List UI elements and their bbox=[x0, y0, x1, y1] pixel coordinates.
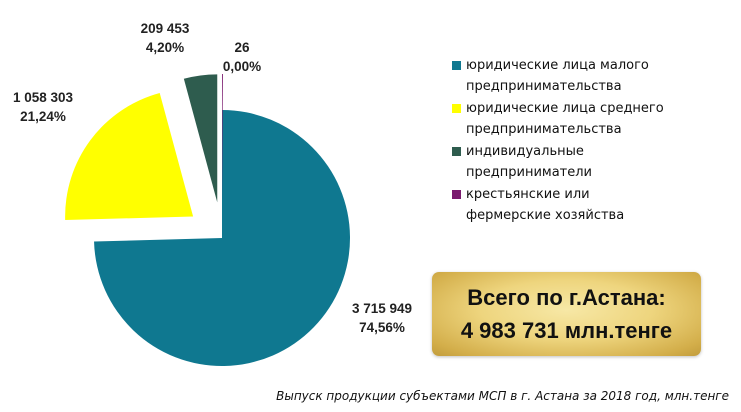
slice-percent-label: 74,56% bbox=[359, 320, 405, 335]
slice-small-business bbox=[94, 110, 351, 366]
slice-value-label: 3 715 949 bbox=[352, 301, 412, 316]
legend-label-line: предпринимательства bbox=[466, 79, 622, 94]
pie-slices bbox=[65, 74, 351, 366]
legend-swatch bbox=[452, 104, 461, 113]
legend-item-individual-entrepreneurs: индивидуальные предприниматели bbox=[452, 141, 712, 183]
legend-item-medium-business: юридические лица среднего предпринимател… bbox=[452, 98, 712, 140]
slice-percent-label: 0,00% bbox=[223, 59, 261, 74]
legend: юридические лица малого предпринимательс… bbox=[452, 55, 712, 227]
legend-label-line: предприниматели bbox=[466, 165, 592, 180]
legend-item-small-business: юридические лица малого предпринимательс… bbox=[452, 55, 712, 97]
legend-label-line: юридические лица среднего bbox=[466, 101, 664, 116]
slice-percent-label: 4,20% bbox=[146, 40, 184, 55]
slice-value-label: 1 058 303 bbox=[13, 90, 74, 105]
slice-individual-entrepreneurs bbox=[183, 74, 218, 203]
total-value: 4 983 731 млн.тенге bbox=[460, 318, 673, 343]
slice-percent-label: 21,24% bbox=[20, 109, 66, 124]
legend-swatch bbox=[452, 147, 461, 156]
legend-label-line: крестьянские или bbox=[466, 187, 590, 202]
legend-swatch bbox=[452, 61, 461, 70]
slice-value-label: 26 bbox=[234, 40, 250, 55]
pie-data-labels: 3 715 949 74,56% 1 058 303 21,24% 209 453 4,2… bbox=[13, 21, 412, 335]
legend-label-line: фермерские хозяйства bbox=[466, 208, 625, 223]
legend-label-line: юридические лица малого bbox=[466, 58, 649, 73]
legend-item-farms: крестьянские или фермерские хозяйства bbox=[452, 184, 712, 226]
slice-medium-business bbox=[65, 92, 194, 221]
total-title: Всего по г.Астана: bbox=[467, 285, 666, 310]
legend-label-line: предпринимательства bbox=[466, 122, 622, 137]
legend-label-line: индивидуальные bbox=[466, 144, 584, 159]
total-summary-box: Всего по г.Астана: 4 983 731 млн.тенге bbox=[432, 272, 701, 356]
legend-swatch bbox=[452, 190, 461, 199]
slice-farms bbox=[222, 74, 224, 203]
chart-caption: Выпуск продукции субъектами МСП в г. Аст… bbox=[276, 389, 729, 403]
slice-value-label: 209 453 bbox=[141, 21, 190, 36]
